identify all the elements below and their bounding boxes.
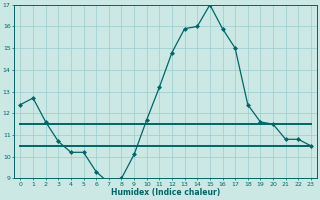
- X-axis label: Humidex (Indice chaleur): Humidex (Indice chaleur): [111, 188, 220, 197]
